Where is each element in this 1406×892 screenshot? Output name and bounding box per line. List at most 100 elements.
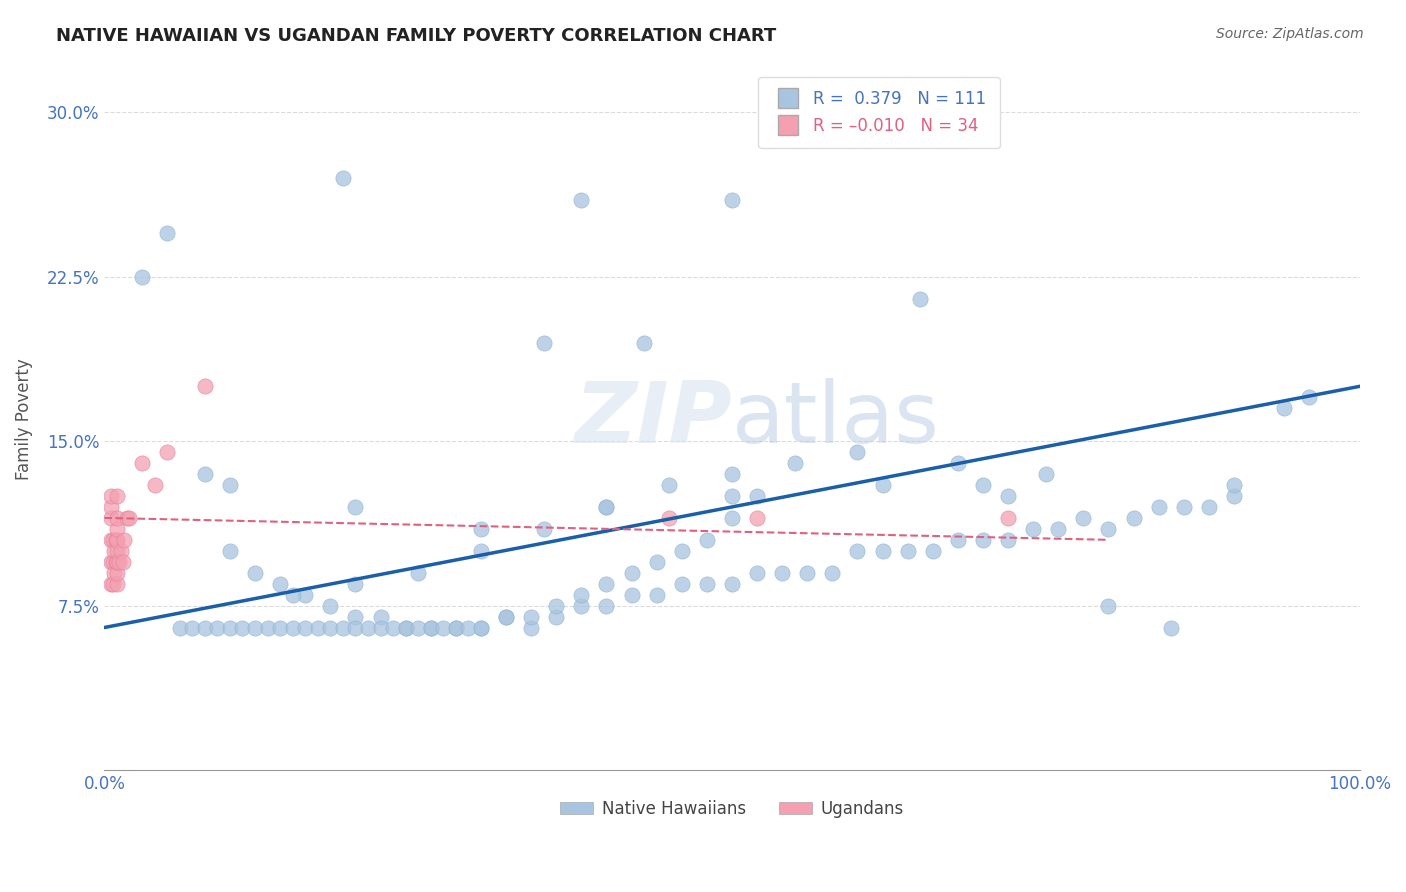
Point [569,588,592,602]
Point [432,620,454,634]
Point [658,478,681,492]
Point [745,566,768,580]
Point [533,335,555,350]
Point [243,566,266,580]
Point [595,500,617,514]
Point [105,566,128,580]
Point [872,543,894,558]
Point [1173,500,1195,514]
Point [406,620,429,634]
Point [319,599,342,613]
Point [972,533,994,547]
Point [1097,522,1119,536]
Point [520,609,543,624]
Point [156,226,179,240]
Text: Source: ZipAtlas.com: Source: ZipAtlas.com [1216,27,1364,41]
Point [533,522,555,536]
Point [307,620,329,634]
Point [745,511,768,525]
Point [1122,511,1144,525]
Point [101,555,124,569]
Point [997,511,1019,525]
Point [520,620,543,634]
Point [332,620,354,634]
Point [457,620,479,634]
Point [470,543,492,558]
Point [294,620,316,634]
Point [721,467,744,481]
Point [1223,478,1246,492]
Point [219,543,242,558]
Point [105,576,128,591]
Point [344,620,367,634]
Point [1272,401,1295,416]
Point [370,620,392,634]
Point [470,522,492,536]
Point [105,522,128,536]
Point [394,620,416,634]
Point [394,620,416,634]
Point [344,609,367,624]
Point [108,555,131,569]
Point [1223,489,1246,503]
Point [997,489,1019,503]
Point [207,620,229,634]
Point [595,599,617,613]
Y-axis label: Family Poverty: Family Poverty [15,359,32,480]
Point [181,620,204,634]
Point [595,576,617,591]
Point [633,335,655,350]
Point [495,609,517,624]
Point [444,620,467,634]
Point [114,533,136,547]
Point [721,511,744,525]
Point [194,620,217,634]
Point [100,500,122,514]
Point [620,588,643,602]
Point [231,620,253,634]
Point [721,576,744,591]
Point [319,620,342,634]
Point [972,478,994,492]
Point [696,533,718,547]
Point [104,555,127,569]
Point [946,456,969,470]
Point [897,543,920,558]
Point [1097,599,1119,613]
Point [1022,522,1045,536]
Point [821,566,844,580]
Point [569,599,592,613]
Point [357,620,380,634]
Point [103,566,125,580]
Point [846,445,869,459]
Point [908,292,931,306]
Point [344,500,367,514]
Point [419,620,441,634]
Point [721,193,744,207]
Point [332,171,354,186]
Point [105,511,128,525]
Point [281,620,304,634]
Point [406,566,429,580]
Point [256,620,278,634]
Point [419,620,441,634]
Point [219,478,242,492]
Point [105,489,128,503]
Point [100,555,122,569]
Point [243,620,266,634]
Point [783,456,806,470]
Point [100,533,122,547]
Point [105,533,128,547]
Point [1147,500,1170,514]
Point [1298,390,1320,404]
Point [382,620,405,634]
Point [294,588,316,602]
Point [103,543,125,558]
Point [696,576,718,591]
Point [101,576,124,591]
Point [921,543,943,558]
Point [110,543,132,558]
Point [721,489,744,503]
Point [595,500,617,514]
Point [1073,511,1095,525]
